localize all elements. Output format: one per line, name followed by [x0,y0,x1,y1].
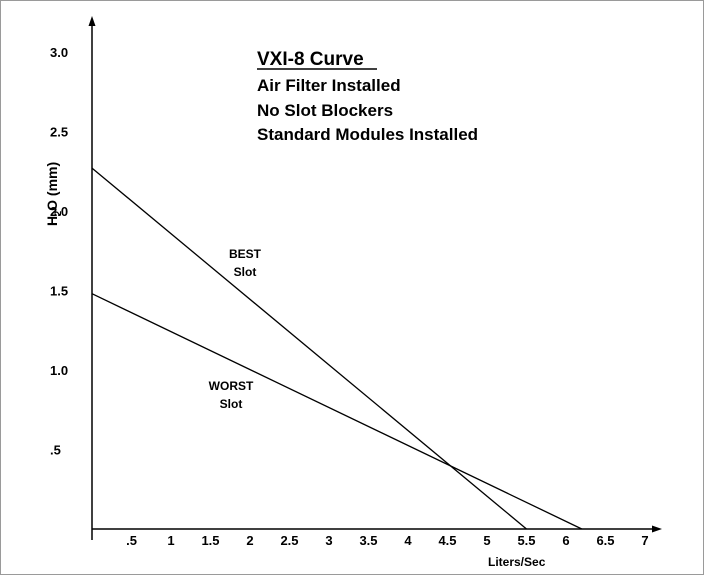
x-tick-label: 4 [404,533,412,548]
y-label-h: H [44,216,60,226]
chart-title: VXI-8 Curve [257,49,364,70]
y-tick-label: 2.0 [50,204,68,219]
x-tick-label: 6 [562,533,569,548]
x-tick-label: 6.5 [596,533,614,548]
series-lines [91,167,583,530]
subtitle-line-2: No Slot Blockers [257,101,393,120]
y-label-subscript: 2 [53,211,63,216]
subtitle-line-3: Standard Modules Installed [257,125,478,144]
y-label-rest: O (mm) [44,162,60,211]
y-tick-label: .5 [50,443,61,458]
y-axis-label: H2O (mm) [44,162,63,226]
x-tick-label: 5.5 [517,533,535,548]
x-tick-label: 2.5 [280,533,298,548]
y-tick-label: 2.5 [50,125,68,140]
x-tick-label: 5 [483,533,490,548]
x-tick-label: 3 [325,533,332,548]
y-axis-arrow [88,16,96,26]
series-label-best-1: BEST [229,247,262,261]
x-tick-label: 2 [246,533,253,548]
series-label-best-2: Slot [234,265,257,279]
x-tick-label: 1.5 [201,533,219,548]
x-tick-label: 4.5 [438,533,456,548]
y-tick-labels: .5 1.0 1.5 2.0 2.5 3.0 [50,45,68,458]
x-tick-label: 1 [167,533,174,548]
x-axis-label: Liters/Sec [488,555,546,569]
worst-slot-line [91,293,583,530]
subtitle-line-1: Air Filter Installed [257,76,401,95]
best-slot-line [91,167,527,530]
y-tick-label: 3.0 [50,45,68,60]
series-label-worst-2: Slot [220,397,243,411]
x-tick-labels: .5 1 1.5 2 2.5 3 3.5 4 4.5 5 5.5 6 6.5 7 [126,533,649,548]
x-tick-label: .5 [126,533,137,548]
svg-text:H2O (mm): H2O (mm) [44,162,63,226]
y-tick-label: 1.5 [50,284,68,299]
y-tick-label: 1.0 [50,363,68,378]
series-label-worst-1: WORST [209,379,254,393]
x-tick-label: 7 [641,533,648,548]
x-axis-arrow [652,525,662,533]
x-tick-label: 3.5 [359,533,377,548]
